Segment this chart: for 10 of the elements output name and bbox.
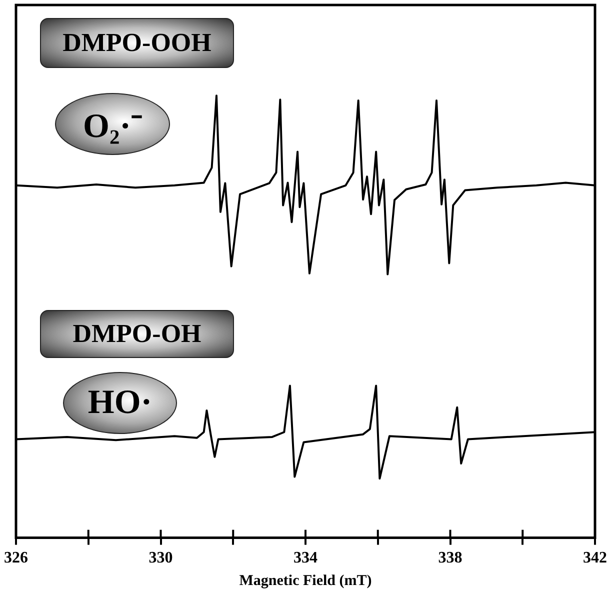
annotation: O₂·⁻: [55, 93, 170, 155]
x-axis-title: Magnetic Field (mT): [239, 572, 372, 589]
x-tick-label: 342: [583, 550, 607, 567]
text: DMPO-OOH: [40, 18, 234, 68]
x-tick-label: 338: [438, 550, 462, 567]
x-tick-label: 326: [4, 550, 28, 567]
annotation: HO·: [63, 372, 177, 434]
x-tick-label: 334: [294, 550, 318, 567]
x-tick-label: 330: [148, 550, 173, 567]
annotation: DMPO-OH: [40, 310, 234, 358]
